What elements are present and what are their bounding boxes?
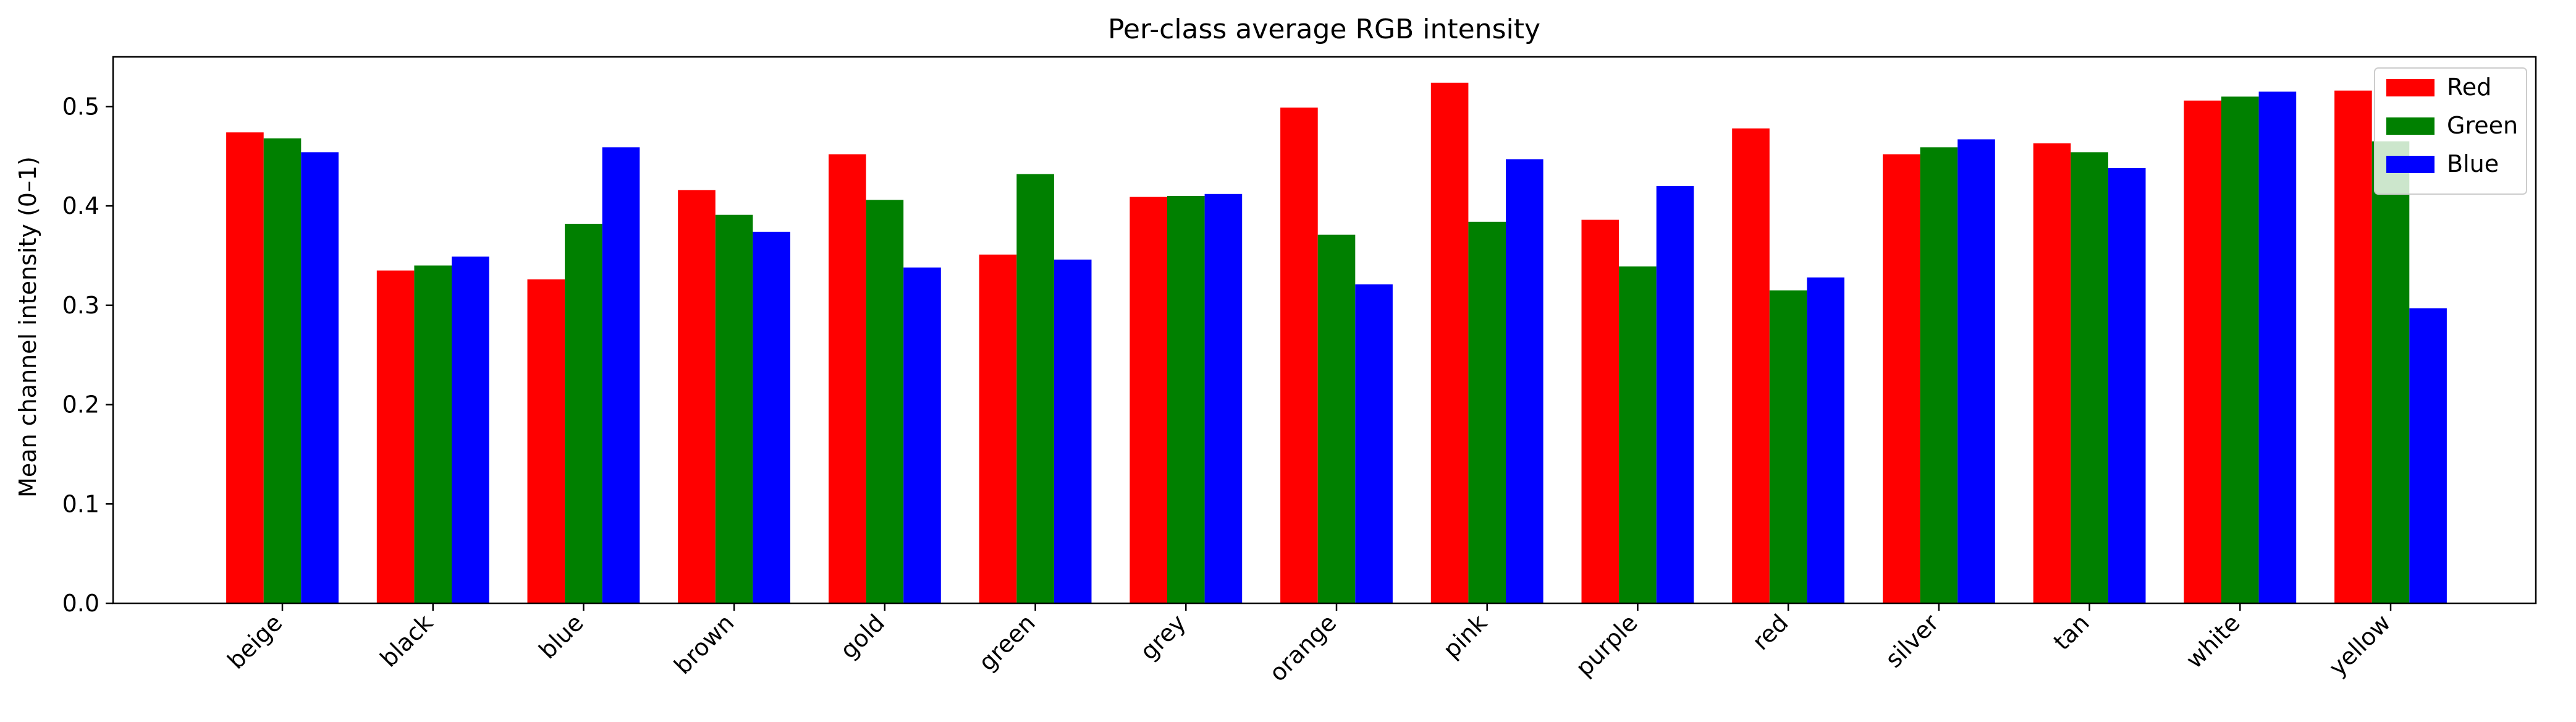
bar-pink-blue bbox=[1506, 159, 1543, 603]
bar-red-blue bbox=[1807, 277, 1844, 603]
x-tick-label-beige: beige bbox=[222, 609, 288, 674]
y-tick-label: 0.3 bbox=[62, 292, 99, 319]
bar-grey-green bbox=[1167, 196, 1205, 603]
y-tick-label: 0.4 bbox=[62, 192, 99, 219]
bar-pink-green bbox=[1468, 221, 1506, 603]
bar-silver-green bbox=[1920, 147, 1958, 604]
legend-swatch-blue bbox=[2386, 156, 2435, 173]
x-tick-label-yellow: yellow bbox=[2323, 609, 2396, 681]
legend-swatch-red bbox=[2386, 79, 2435, 96]
plot-frame bbox=[112, 56, 2537, 605]
bar-grey-blue bbox=[1204, 193, 1243, 603]
bar-green-green bbox=[1016, 174, 1054, 603]
bar-orange-blue bbox=[1355, 284, 1393, 604]
bar-purple-blue bbox=[1656, 185, 1694, 603]
bar-gold-red bbox=[829, 154, 866, 603]
legend: Red Green Blue bbox=[2374, 67, 2527, 195]
bar-grey-red bbox=[1130, 197, 1167, 604]
bar-tan-red bbox=[2033, 143, 2071, 604]
y-tick-label: 0.5 bbox=[62, 93, 99, 120]
bar-gold-green bbox=[866, 200, 904, 603]
x-tick-label-blue: blue bbox=[534, 609, 589, 664]
y-tick-label: 0.2 bbox=[62, 391, 99, 418]
bar-black-red bbox=[376, 270, 415, 604]
bar-beige-green bbox=[263, 138, 302, 604]
x-tick-label-orange: orange bbox=[1264, 609, 1342, 687]
bar-brown-blue bbox=[753, 231, 790, 603]
bar-red-green bbox=[1769, 290, 1807, 603]
bar-white-blue bbox=[2258, 91, 2297, 604]
legend-swatch-green bbox=[2386, 117, 2435, 135]
x-tick-label-brown: brown bbox=[669, 609, 739, 679]
bar-tan-green bbox=[2071, 152, 2108, 604]
bar-blue-green bbox=[565, 224, 602, 603]
bar-yellow-blue bbox=[2409, 308, 2447, 603]
legend-label-green: Green bbox=[2447, 112, 2518, 139]
bar-green-red bbox=[979, 254, 1017, 603]
bar-blue-blue bbox=[602, 147, 640, 604]
bar-yellow-red bbox=[2334, 90, 2372, 604]
bar-pink-red bbox=[1430, 82, 1469, 604]
bar-orange-red bbox=[1280, 108, 1318, 603]
bar-beige-red bbox=[226, 132, 264, 603]
x-tick-label-white: white bbox=[2181, 609, 2245, 674]
bar-purple-green bbox=[1619, 266, 1657, 604]
bar-yellow-green bbox=[2371, 141, 2410, 604]
bar-blue-red bbox=[527, 279, 565, 603]
y-tick-label: 0.0 bbox=[62, 590, 99, 617]
x-tick-label-silver: silver bbox=[1880, 609, 1945, 673]
bar-silver-red bbox=[1883, 154, 1920, 603]
legend-label-blue: Blue bbox=[2447, 150, 2499, 177]
bar-brown-green bbox=[715, 214, 753, 604]
bar-beige-blue bbox=[301, 152, 339, 604]
bar-green-blue bbox=[1054, 259, 1092, 603]
x-tick-label-purple: purple bbox=[1570, 609, 1642, 681]
y-tick-label: 0.1 bbox=[62, 490, 99, 517]
bar-black-blue bbox=[452, 257, 489, 604]
chart-title: Per-class average RGB intensity bbox=[1108, 14, 1540, 45]
bar-orange-green bbox=[1317, 234, 1356, 603]
x-tick-label-grey: grey bbox=[1135, 609, 1191, 665]
legend-label-red: Red bbox=[2447, 74, 2491, 101]
bars-group bbox=[226, 82, 2447, 604]
y-axis: 0.0 0.1 0.2 0.3 0.4 0.5 bbox=[62, 93, 113, 617]
bar-brown-red bbox=[678, 190, 716, 603]
bar-purple-red bbox=[1581, 219, 1620, 604]
bar-white-green bbox=[2221, 96, 2259, 604]
bar-tan-blue bbox=[2108, 168, 2146, 603]
x-tick-label-green: green bbox=[973, 609, 1041, 676]
x-tick-label-tan: tan bbox=[2048, 609, 2095, 655]
x-axis: beige black blue brown gold green grey orange pi… bbox=[222, 603, 2396, 687]
bar-black-green bbox=[414, 265, 452, 603]
x-tick-label-black: black bbox=[375, 609, 438, 672]
bar-white-red bbox=[2184, 100, 2221, 603]
y-axis-label: Mean channel intensity (0–1) bbox=[14, 156, 41, 498]
x-tick-label-pink: pink bbox=[1438, 609, 1492, 663]
x-tick-label-gold: gold bbox=[835, 609, 890, 664]
x-tick-label-red: red bbox=[1747, 609, 1793, 655]
bar-red-red bbox=[1732, 128, 1770, 603]
bar-silver-blue bbox=[1957, 139, 1995, 603]
bar-gold-blue bbox=[903, 267, 941, 603]
